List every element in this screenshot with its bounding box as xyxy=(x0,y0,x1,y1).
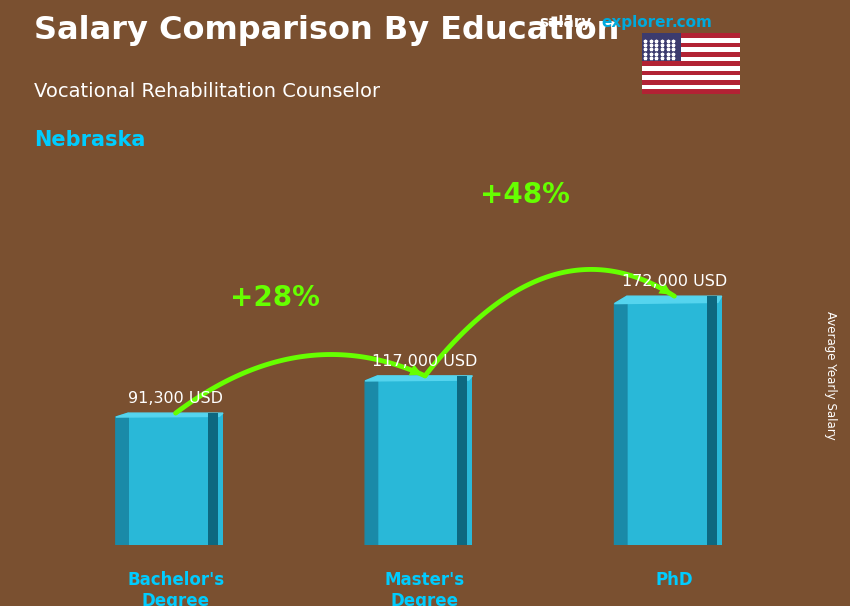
Text: 117,000 USD: 117,000 USD xyxy=(372,354,478,368)
Bar xyxy=(642,89,740,94)
Text: Vocational Rehabilitation Counselor: Vocational Rehabilitation Counselor xyxy=(34,82,380,101)
Text: salary: salary xyxy=(540,15,592,30)
Text: Average Yearly Salary: Average Yearly Salary xyxy=(824,311,837,440)
Text: explorer: explorer xyxy=(601,15,673,30)
Bar xyxy=(457,376,468,545)
Bar xyxy=(642,66,740,71)
Text: +28%: +28% xyxy=(230,284,320,312)
Bar xyxy=(706,296,717,545)
Bar xyxy=(642,71,740,75)
Bar xyxy=(642,42,740,47)
Bar xyxy=(642,33,681,61)
Bar xyxy=(642,85,740,89)
FancyBboxPatch shape xyxy=(627,296,722,545)
Text: Salary Comparison By Education: Salary Comparison By Education xyxy=(34,15,620,46)
Text: 91,300 USD: 91,300 USD xyxy=(128,391,224,406)
Bar xyxy=(642,56,740,61)
Polygon shape xyxy=(116,413,223,417)
FancyBboxPatch shape xyxy=(128,413,223,545)
Bar xyxy=(642,61,740,66)
Bar xyxy=(642,80,740,85)
Polygon shape xyxy=(116,413,128,545)
Text: PhD: PhD xyxy=(655,571,693,590)
Polygon shape xyxy=(615,296,627,545)
Bar xyxy=(642,52,740,56)
Polygon shape xyxy=(615,296,722,304)
Text: Master's
Degree: Master's Degree xyxy=(385,571,465,606)
Text: 172,000 USD: 172,000 USD xyxy=(621,274,727,289)
Bar xyxy=(642,47,740,52)
Text: Bachelor's
Degree: Bachelor's Degree xyxy=(128,571,224,606)
Bar xyxy=(642,75,740,80)
Bar xyxy=(208,413,218,545)
Polygon shape xyxy=(366,376,473,381)
Text: +48%: +48% xyxy=(479,181,570,209)
Text: Nebraska: Nebraska xyxy=(34,130,145,150)
Bar xyxy=(642,38,740,42)
Bar xyxy=(642,33,740,38)
Text: .com: .com xyxy=(672,15,712,30)
FancyBboxPatch shape xyxy=(377,376,473,545)
Polygon shape xyxy=(366,376,377,545)
